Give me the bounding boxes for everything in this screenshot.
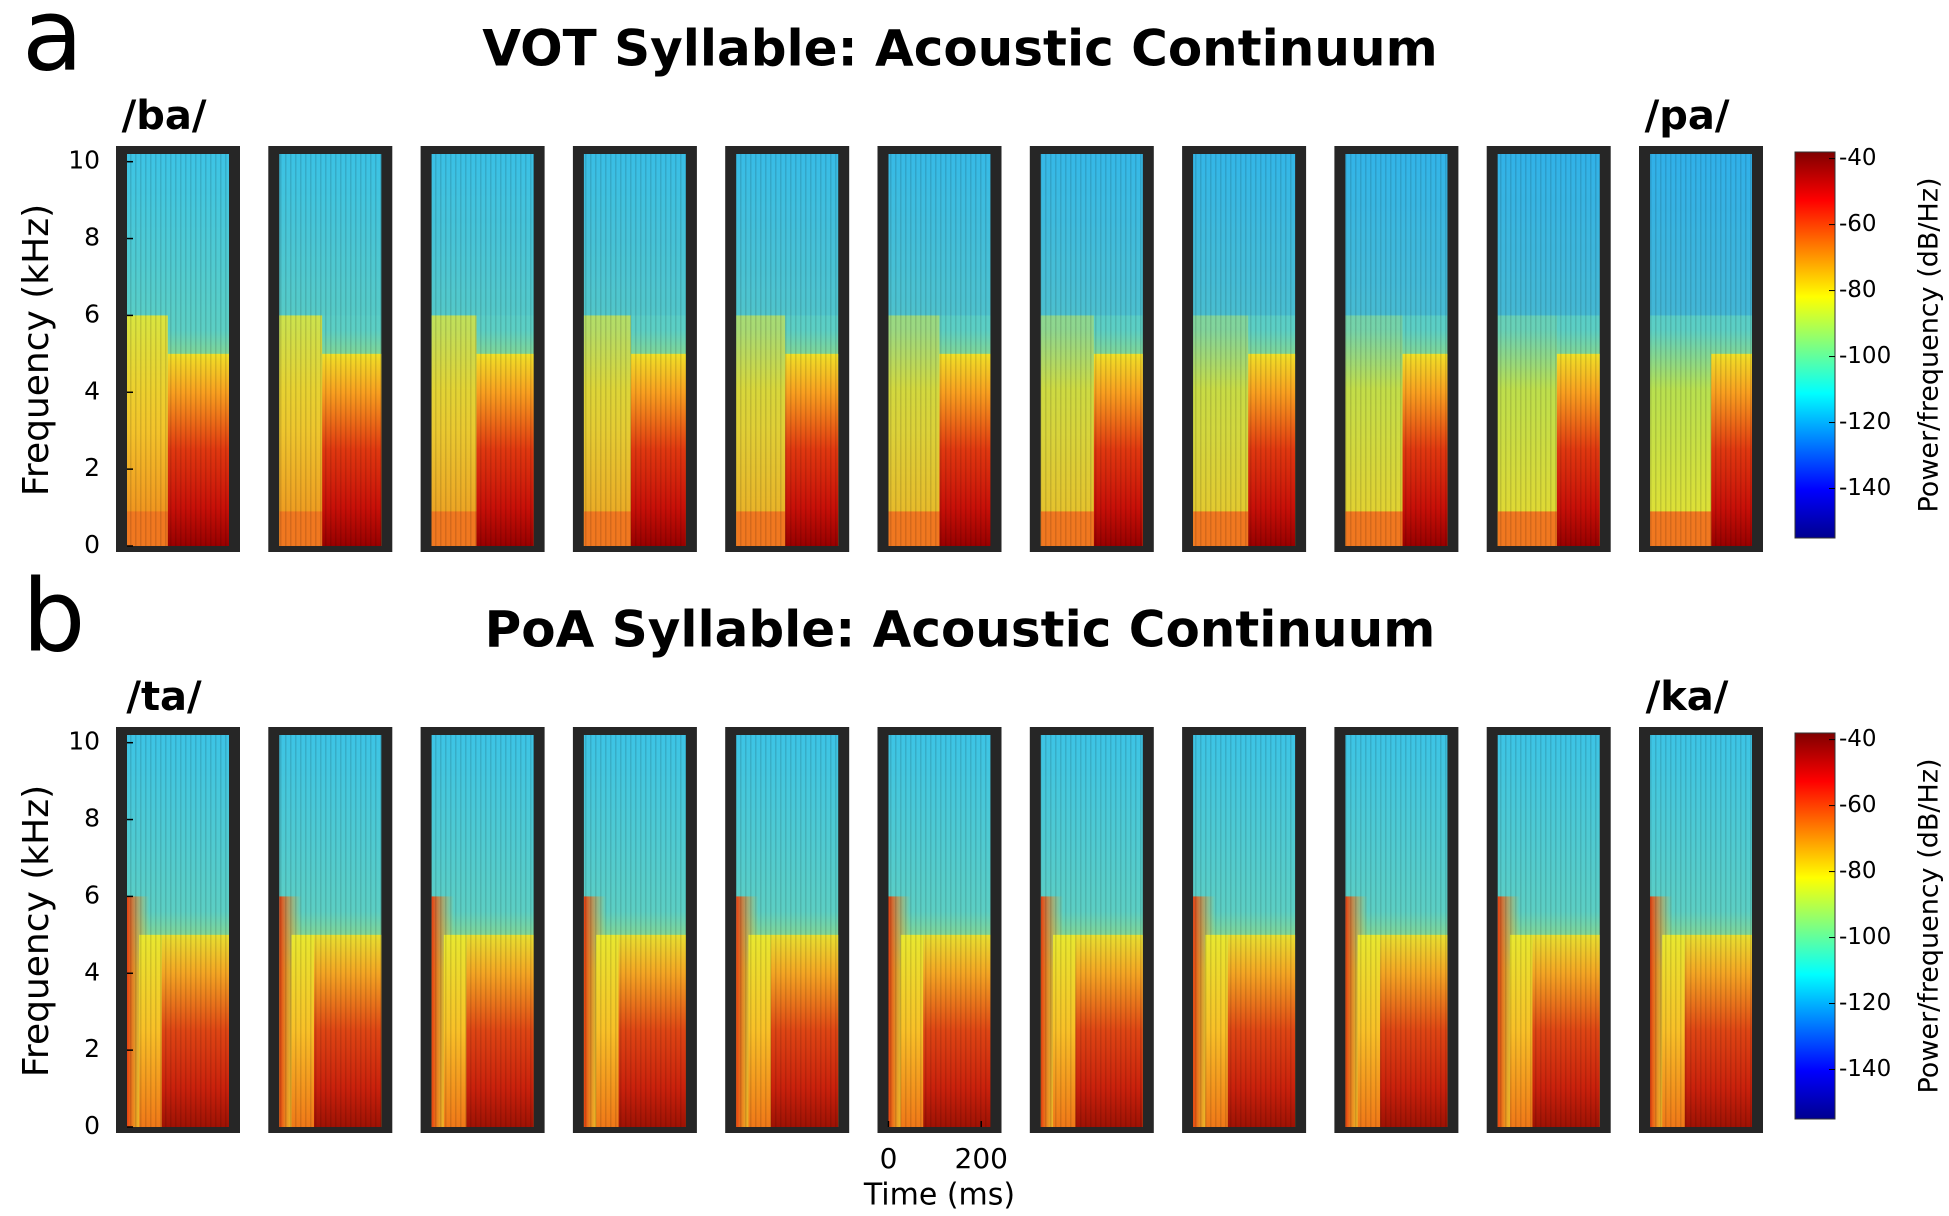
striations [888,154,991,546]
syllable-label: /pa/ [1645,93,1730,139]
striations [888,735,991,1127]
y-tick-label: 0 [84,530,100,559]
colorbar-tick-label: -40 [1839,726,1877,752]
spectrogram [1497,154,1600,546]
striations [1345,735,1448,1127]
striations [1650,154,1752,546]
striations [1497,154,1600,546]
spectrogram [736,154,839,546]
colorbar [1794,151,1836,539]
y-tick-label: 2 [84,453,100,482]
striations [1040,735,1143,1127]
y-axis-label: Frequency (kHz) [16,204,57,496]
colorbar-tick-label: -60 [1839,792,1877,818]
spectrogram [279,154,382,546]
striations [1040,154,1143,546]
spectrogram [1497,735,1600,1127]
spectrogram [736,735,839,1127]
spectrogram [279,735,382,1127]
y-tick-label: 10 [68,146,100,175]
panel-letter: b [22,557,85,674]
spectrogram [1040,154,1143,546]
x-axis-label: Time (ms) [863,1178,1015,1213]
colorbar-tick-label: -140 [1839,475,1891,501]
colorbar-tick-label: -140 [1839,1056,1891,1082]
striations [279,735,382,1127]
spectrogram [1650,735,1752,1127]
panel-letter: a [22,0,83,93]
colorbar [1794,732,1836,1120]
y-tick-label: 4 [84,957,100,986]
spectrogram [583,735,686,1127]
spectrogram [1650,154,1752,546]
striations [1650,735,1752,1127]
spectrogram [583,154,686,546]
y-tick-label: 6 [84,880,100,909]
colorbar-tick-label: -40 [1839,145,1877,171]
colorbar-label: Power/frequency (dB/Hz) [1914,758,1945,1093]
chart-title: PoA Syllable: Acoustic Continuum [485,601,1436,659]
colorbar-tick-label: -120 [1839,990,1891,1016]
striations [279,154,382,546]
striations [1345,154,1448,546]
striations [583,735,686,1127]
striations [1193,735,1296,1127]
striations [736,154,839,546]
striations [431,154,534,546]
colorbar-tick-label: -60 [1839,211,1877,237]
striations [736,735,839,1127]
striations [1497,735,1600,1127]
colorbar-tick-label: -80 [1839,277,1877,303]
spectrogram [431,154,534,546]
colorbar-label: Power/frequency (dB/Hz) [1914,177,1945,512]
y-tick-label: 4 [84,376,100,405]
syllable-label: /ka/ [1646,674,1729,720]
chart-title: VOT Syllable: Acoustic Continuum [482,20,1437,78]
x-tick-label: 0 [880,1142,898,1175]
syllable-label: /ta/ [126,674,202,720]
spectrogram [1040,735,1143,1127]
y-tick-label: 6 [84,299,100,328]
y-tick-label: 2 [84,1034,100,1063]
x-tick-label: 200 [955,1142,1008,1175]
spectrogram [431,735,534,1127]
y-tick-label: 8 [84,223,100,252]
striations [1193,154,1296,546]
spectrogram [888,154,991,546]
syllable-label: /ba/ [122,93,207,139]
striations [583,154,686,546]
spectrogram [1345,154,1448,546]
spectrogram [127,154,229,546]
spectrogram [1193,154,1296,546]
y-tick-label: 10 [68,727,100,756]
colorbar-tick-label: -100 [1839,343,1891,369]
striations [431,735,534,1127]
colorbar-tick-label: -80 [1839,858,1877,884]
striations [127,154,229,546]
spectrogram [127,735,229,1127]
y-tick-label: 8 [84,804,100,833]
y-axis-label: Frequency (kHz) [16,785,57,1077]
y-tick-label: 0 [84,1111,100,1140]
spectrogram [1193,735,1296,1127]
striations [127,735,229,1127]
colorbar-tick-label: -120 [1839,409,1891,435]
spectrogram [1345,735,1448,1127]
spectrogram [888,735,991,1127]
colorbar-tick-label: -100 [1839,924,1891,950]
